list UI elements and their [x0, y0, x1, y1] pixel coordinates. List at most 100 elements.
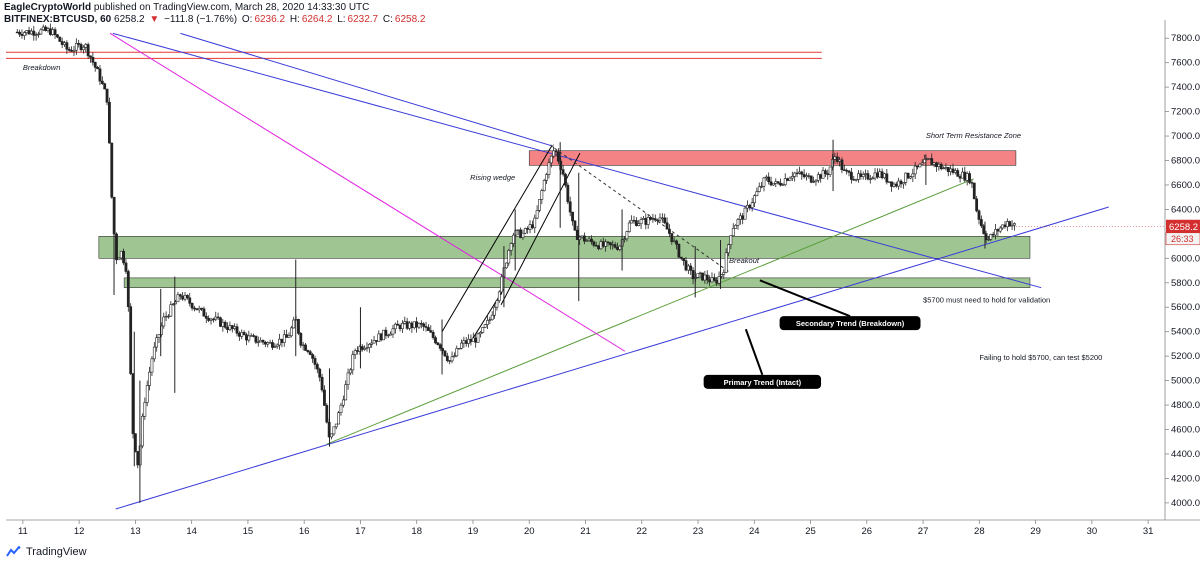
candle-body-377	[906, 172, 910, 179]
badge-arrow-1	[744, 328, 764, 376]
candle-body-104	[261, 339, 265, 343]
tradingview-footer[interactable]: TradingView	[6, 546, 87, 558]
candle-body-231	[561, 169, 565, 175]
y-tick-label-10: 6000.0	[1171, 253, 1200, 264]
candle-body-270	[653, 218, 657, 221]
candle-body-245	[594, 244, 598, 247]
candle-body-9	[37, 33, 40, 36]
candle-body-149	[367, 344, 371, 348]
candle-body-183	[448, 360, 452, 362]
candle-body-114	[285, 334, 289, 338]
candle-body-354	[852, 179, 856, 181]
candle-body-176	[431, 331, 435, 338]
low-label: L:	[337, 14, 346, 25]
candle-body-152	[375, 340, 378, 342]
candle-body-229	[556, 151, 560, 162]
candle-body-307	[741, 215, 745, 220]
candle-body-321	[774, 181, 778, 184]
candle-body-364	[875, 172, 879, 178]
candle-body-181	[443, 350, 447, 357]
candle-body-398	[956, 170, 960, 177]
candle-body-82	[209, 318, 213, 321]
candle-body-164	[403, 321, 407, 324]
candle-body-351	[845, 170, 849, 172]
annotations-layer: Breakdown Rising wedge Breakout Short Term …	[23, 63, 1102, 389]
chart-header: EagleCryptoWorld published on TradingVie…	[4, 2, 428, 26]
y-tick-label-16: 7200.0	[1171, 107, 1200, 118]
candle-body-349	[840, 159, 844, 171]
header-line-1: EagleCryptoWorld published on TradingVie…	[4, 2, 428, 14]
candle-body-189	[462, 340, 466, 344]
price-change: −111.8 (−1.76%)	[164, 14, 238, 25]
candle-body-271	[656, 219, 660, 222]
candle-body-296	[715, 280, 719, 284]
candle-body-119	[297, 319, 300, 334]
last-price-label: 6258.2	[1169, 222, 1198, 233]
candle-body-56	[148, 371, 151, 386]
candle-body-135	[334, 423, 338, 428]
candle-body-122	[304, 344, 307, 351]
candle-body-105	[263, 341, 267, 345]
candle-body-208	[507, 250, 511, 264]
pivot-x-marker: ×	[550, 142, 555, 151]
candle-body-156	[384, 329, 388, 336]
candle-body-403	[968, 173, 971, 183]
candle-body-89	[226, 327, 229, 330]
candle-body-330	[795, 172, 799, 175]
candle-body-6	[30, 30, 33, 35]
candle-body-218	[530, 224, 534, 229]
candle-body-95	[240, 332, 244, 337]
candle-body-17	[56, 34, 59, 38]
candle-body-133	[330, 433, 333, 438]
candle-body-163	[401, 323, 404, 330]
candle-body-412	[989, 233, 993, 240]
candle-body-311	[750, 202, 754, 208]
candle-body-404	[970, 182, 974, 184]
author-name[interactable]: EagleCryptoWorld	[4, 2, 92, 13]
candle-body-416	[998, 227, 1002, 232]
candle-body-346	[833, 156, 837, 160]
candle-body-235	[571, 211, 574, 222]
candle-body-36	[100, 80, 104, 84]
candle-body-374	[899, 180, 903, 185]
candle-body-108	[271, 342, 274, 348]
candle-body-172	[422, 323, 426, 327]
candle-body-24	[72, 49, 76, 52]
candle-body-272	[658, 217, 662, 221]
candle-body-134	[332, 426, 336, 435]
y-tick-label-1: 4200.0	[1171, 473, 1200, 484]
y-tick-label-6: 5200.0	[1171, 351, 1200, 362]
candle-body-83	[211, 318, 215, 321]
candle-body-86	[219, 317, 222, 327]
candle-body-157	[386, 334, 390, 337]
candle-body-250	[606, 241, 610, 244]
candle-body-230	[559, 160, 563, 170]
candle-body-47	[126, 271, 130, 307]
candle-body-300	[724, 252, 728, 273]
candle-body-291	[703, 274, 707, 281]
candle-body-109	[273, 346, 277, 348]
x-tick-label-0: 11	[18, 526, 28, 537]
candle-body-363	[873, 172, 877, 179]
candle-body-280	[677, 244, 681, 258]
candle-body-55	[145, 385, 149, 403]
candles-layer	[15, 23, 1016, 503]
candle-body-87	[221, 321, 225, 327]
candle-body-169	[415, 321, 419, 328]
candle-body-196	[479, 332, 482, 335]
candle-body-380	[913, 165, 917, 175]
candle-body-356	[857, 173, 860, 180]
countdown-label: 26:33	[1171, 234, 1194, 244]
candle-body-360	[866, 173, 870, 180]
x-tick-label-15: 26	[862, 526, 873, 537]
candle-body-8	[34, 34, 38, 36]
symbol-label[interactable]: BITFINEX:BTCUSD, 60	[4, 14, 112, 25]
candle-body-316	[762, 177, 766, 187]
candle-body-28	[82, 46, 85, 51]
candle-body-54	[143, 402, 147, 417]
candle-body-279	[675, 240, 678, 245]
candle-body-274	[663, 217, 667, 224]
annotation-1: Rising wedge	[470, 173, 515, 182]
y-tick-label-18: 7600.0	[1171, 58, 1200, 69]
